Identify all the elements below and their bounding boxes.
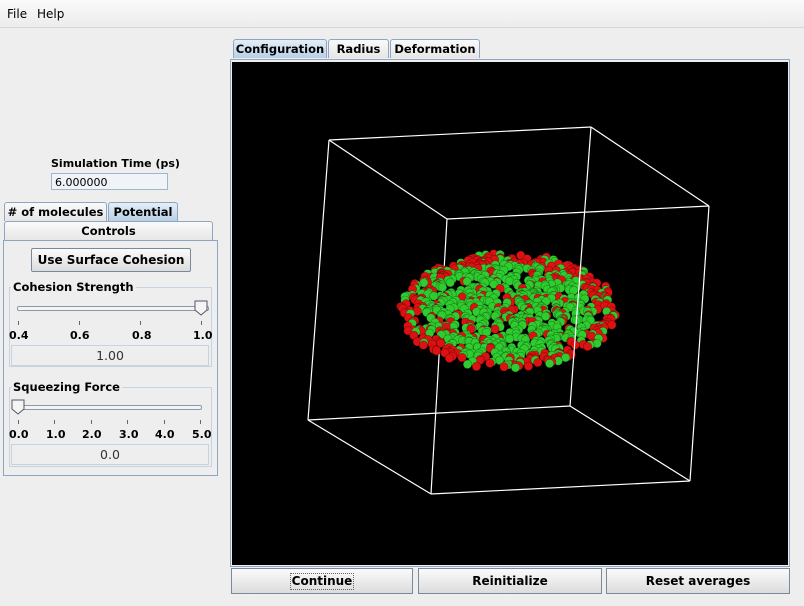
molecule-sphere (432, 346, 442, 356)
molecule-sphere (607, 320, 617, 330)
molecule-scene (307, 126, 710, 495)
molecule-sphere (583, 341, 593, 352)
squeeze-tick-label: 5.0 (192, 428, 212, 441)
molecule-sphere (499, 362, 509, 372)
simulation-time-field: 6.000000 (51, 173, 168, 190)
cohesion-tick-label: 0.8 (132, 329, 152, 342)
squeeze-tick (18, 420, 19, 424)
tab-radius[interactable]: Radius (328, 39, 389, 58)
cohesion-tick-label: 0.6 (70, 329, 90, 342)
menu-file[interactable]: File (7, 7, 28, 21)
squeeze-tick-label: 3.0 (119, 428, 139, 441)
tab-controls[interactable]: Controls (4, 221, 213, 240)
cohesion-slider-track[interactable] (17, 306, 209, 311)
squeeze-slider-thumb[interactable] (11, 399, 25, 415)
cohesion-tick-label: 0.4 (9, 329, 29, 342)
molecule-sphere (471, 361, 482, 372)
molecule-sphere (489, 279, 499, 289)
squeeze-tick-label: 2.0 (82, 428, 102, 441)
controls-panel: Use Surface Cohesion Cohesion Strength 0… (3, 240, 218, 476)
molecule-sphere (418, 340, 428, 350)
cohesion-tick-label: 1.0 (193, 329, 213, 342)
squeeze-tick-label: 4.0 (155, 428, 175, 441)
squeeze-tick (54, 420, 55, 424)
molecule-sphere (436, 338, 446, 348)
continue-button-label: Continue (289, 573, 355, 590)
squeeze-tick (91, 420, 92, 424)
squeeze-tick (200, 420, 201, 424)
molecule-sphere (510, 363, 521, 373)
tab-number-of-molecules[interactable]: # of molecules (4, 202, 107, 221)
cohesion-slider-thumb[interactable] (194, 300, 208, 316)
molecule-sphere (561, 353, 571, 363)
menu-help[interactable]: Help (37, 7, 65, 21)
molecule-sphere (505, 334, 515, 344)
squeezing-force-title: Squeezing Force (11, 380, 122, 394)
use-surface-cohesion-button[interactable]: Use Surface Cohesion (31, 248, 191, 272)
molecule-sphere (445, 278, 455, 288)
continue-button[interactable]: Continue (231, 568, 413, 594)
cohesion-tick (201, 321, 202, 325)
tab-deformation[interactable]: Deformation (390, 39, 480, 58)
molecule-sphere (462, 276, 472, 286)
menu-bar: File Help (0, 0, 804, 28)
molecule-sphere (490, 324, 500, 334)
cohesion-value-field: 1.00 (11, 345, 209, 366)
squeeze-value-field: 0.0 (11, 444, 209, 465)
cohesion-tick (140, 321, 141, 325)
molecule-sphere (466, 324, 476, 334)
molecule-sphere (541, 311, 551, 321)
tab-configuration[interactable]: Configuration (233, 39, 327, 58)
cohesion-strength-title: Cohesion Strength (11, 280, 136, 294)
squeeze-tick-label: 1.0 (46, 428, 66, 441)
squeeze-tick (127, 420, 128, 424)
simulation-time-label: Simulation Time (ps) (51, 157, 180, 170)
molecule-sphere (437, 282, 448, 292)
molecule-sphere (462, 359, 473, 369)
molecule-cluster (396, 249, 621, 373)
molecule-sphere (523, 361, 534, 371)
molecule-sphere (444, 353, 454, 363)
molecule-display[interactable] (232, 62, 788, 565)
cohesion-tick (79, 321, 80, 325)
reinitialize-button[interactable]: Reinitialize (418, 568, 602, 594)
molecule-sphere (429, 291, 439, 301)
tab-potential[interactable]: Potential (108, 202, 178, 221)
squeeze-tick-label: 0.0 (9, 428, 29, 441)
reset-averages-button[interactable]: Reset averages (606, 568, 790, 594)
squeeze-tick (164, 420, 165, 424)
molecule-sphere (485, 358, 495, 368)
molecule-sphere (533, 357, 543, 368)
molecule-sphere (457, 353, 467, 363)
molecule-sphere (545, 358, 555, 369)
cohesion-tick (18, 321, 19, 325)
squeeze-slider-track[interactable] (13, 405, 202, 410)
